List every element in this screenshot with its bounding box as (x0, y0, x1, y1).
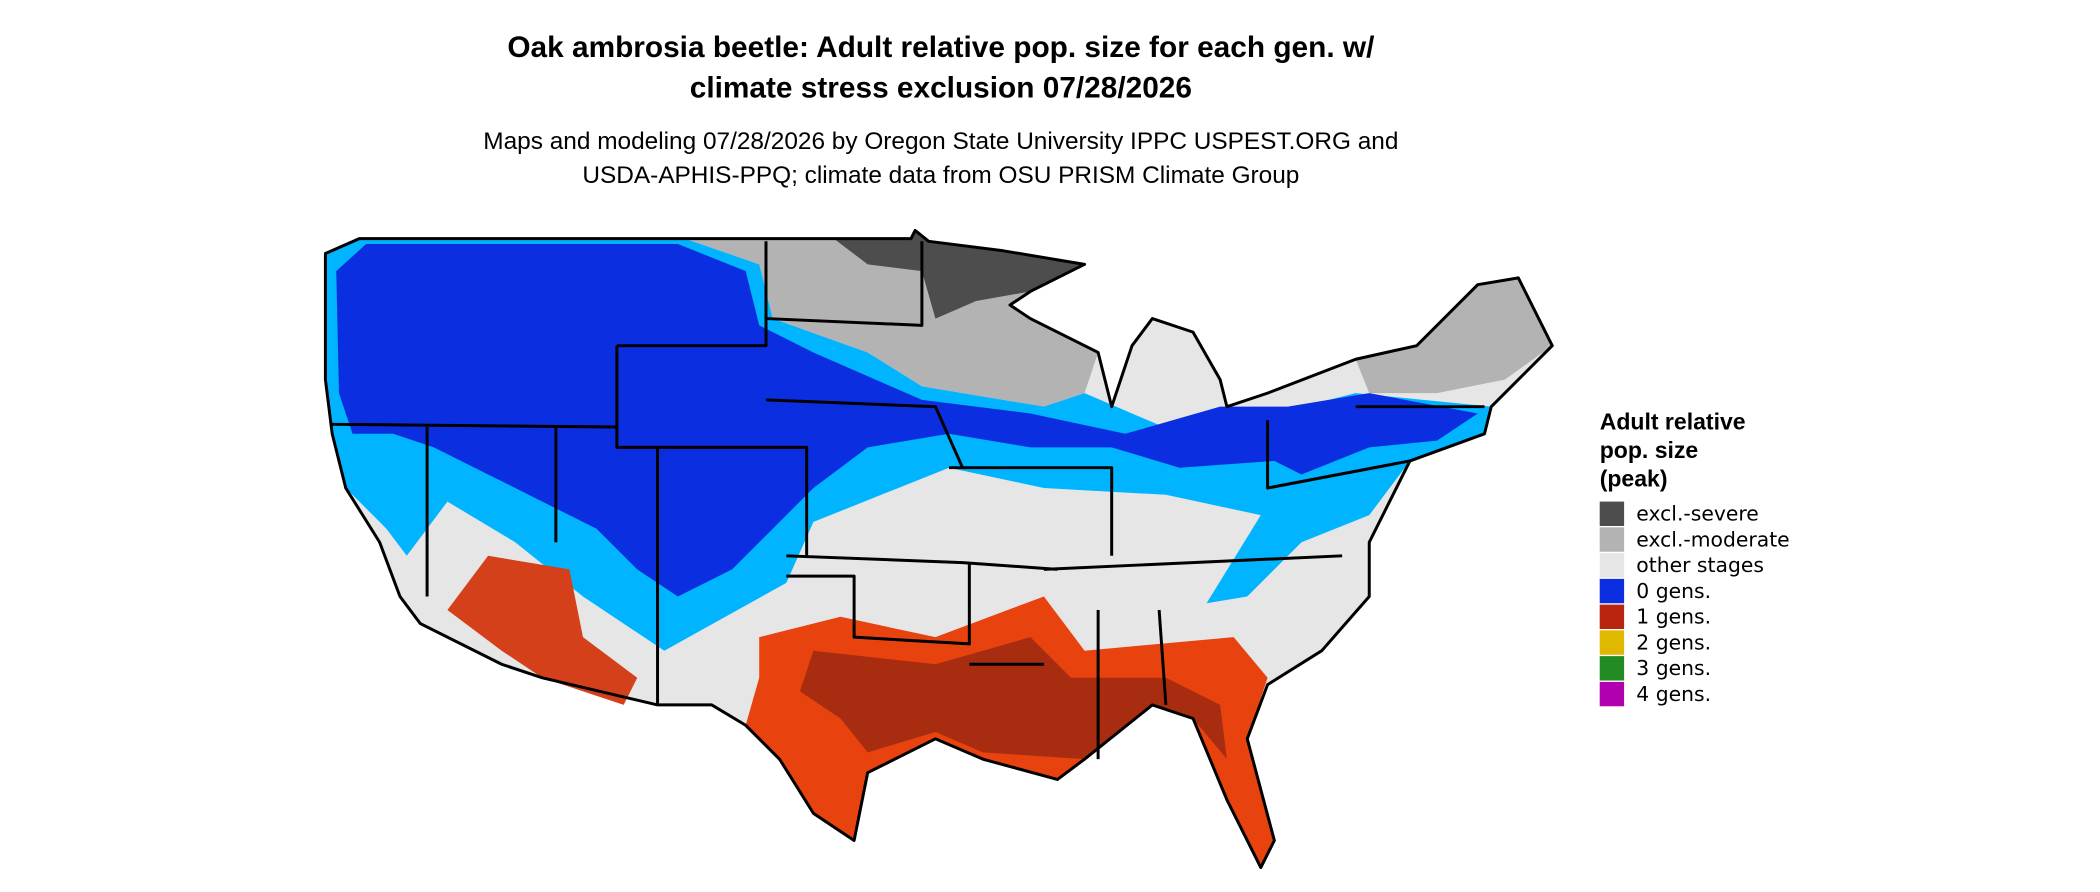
us-map (323, 228, 1554, 870)
legend-label: 2 gens. (1636, 630, 1711, 654)
legend-swatch (1599, 553, 1625, 578)
title-line: Oak ambrosia beetle: Adult relative pop.… (507, 31, 1374, 64)
legend-swatch (1599, 578, 1625, 604)
one-gen-region-sw (447, 555, 638, 705)
subtitle-line: USDA-APHIS-PPQ; climate data from OSU PR… (582, 162, 1299, 189)
legend-swatch (1599, 656, 1625, 681)
one-gen-region-core (799, 637, 1227, 760)
legend-label: excl.-moderate (1636, 527, 1789, 551)
legend-swatch (1599, 501, 1625, 526)
subtitle-line: Maps and modeling 07/28/2026 by Oregon S… (483, 128, 1398, 155)
state-borders (332, 241, 1485, 760)
legend-swatch (1599, 630, 1625, 655)
excl-severe-region (833, 230, 1085, 319)
legend-title-line: pop. size (1600, 437, 1699, 463)
legend-swatch (1599, 681, 1625, 707)
legend-title-line: Adult relative (1600, 409, 1746, 435)
legend-title-line: (peak) (1600, 466, 1668, 492)
legend-swatch (1599, 527, 1625, 552)
legend-label: 1 gens. (1636, 605, 1711, 629)
dark-blue-region (336, 244, 1478, 597)
title-line: climate stress exclusion 07/28/2026 (690, 72, 1192, 105)
excl-moderate-region-ne (1355, 277, 1553, 394)
header: Oak ambrosia beetle: Adult relative pop.… (483, 31, 1398, 189)
legend-label: other stages (1636, 553, 1764, 577)
legend-label: 4 gens. (1636, 682, 1711, 706)
legend-label: 3 gens. (1636, 656, 1711, 680)
legend-label: 0 gens. (1636, 579, 1711, 603)
us-outline (323, 228, 1554, 870)
legend-swatch (1599, 604, 1625, 630)
legend-label: excl.-severe (1636, 502, 1759, 526)
